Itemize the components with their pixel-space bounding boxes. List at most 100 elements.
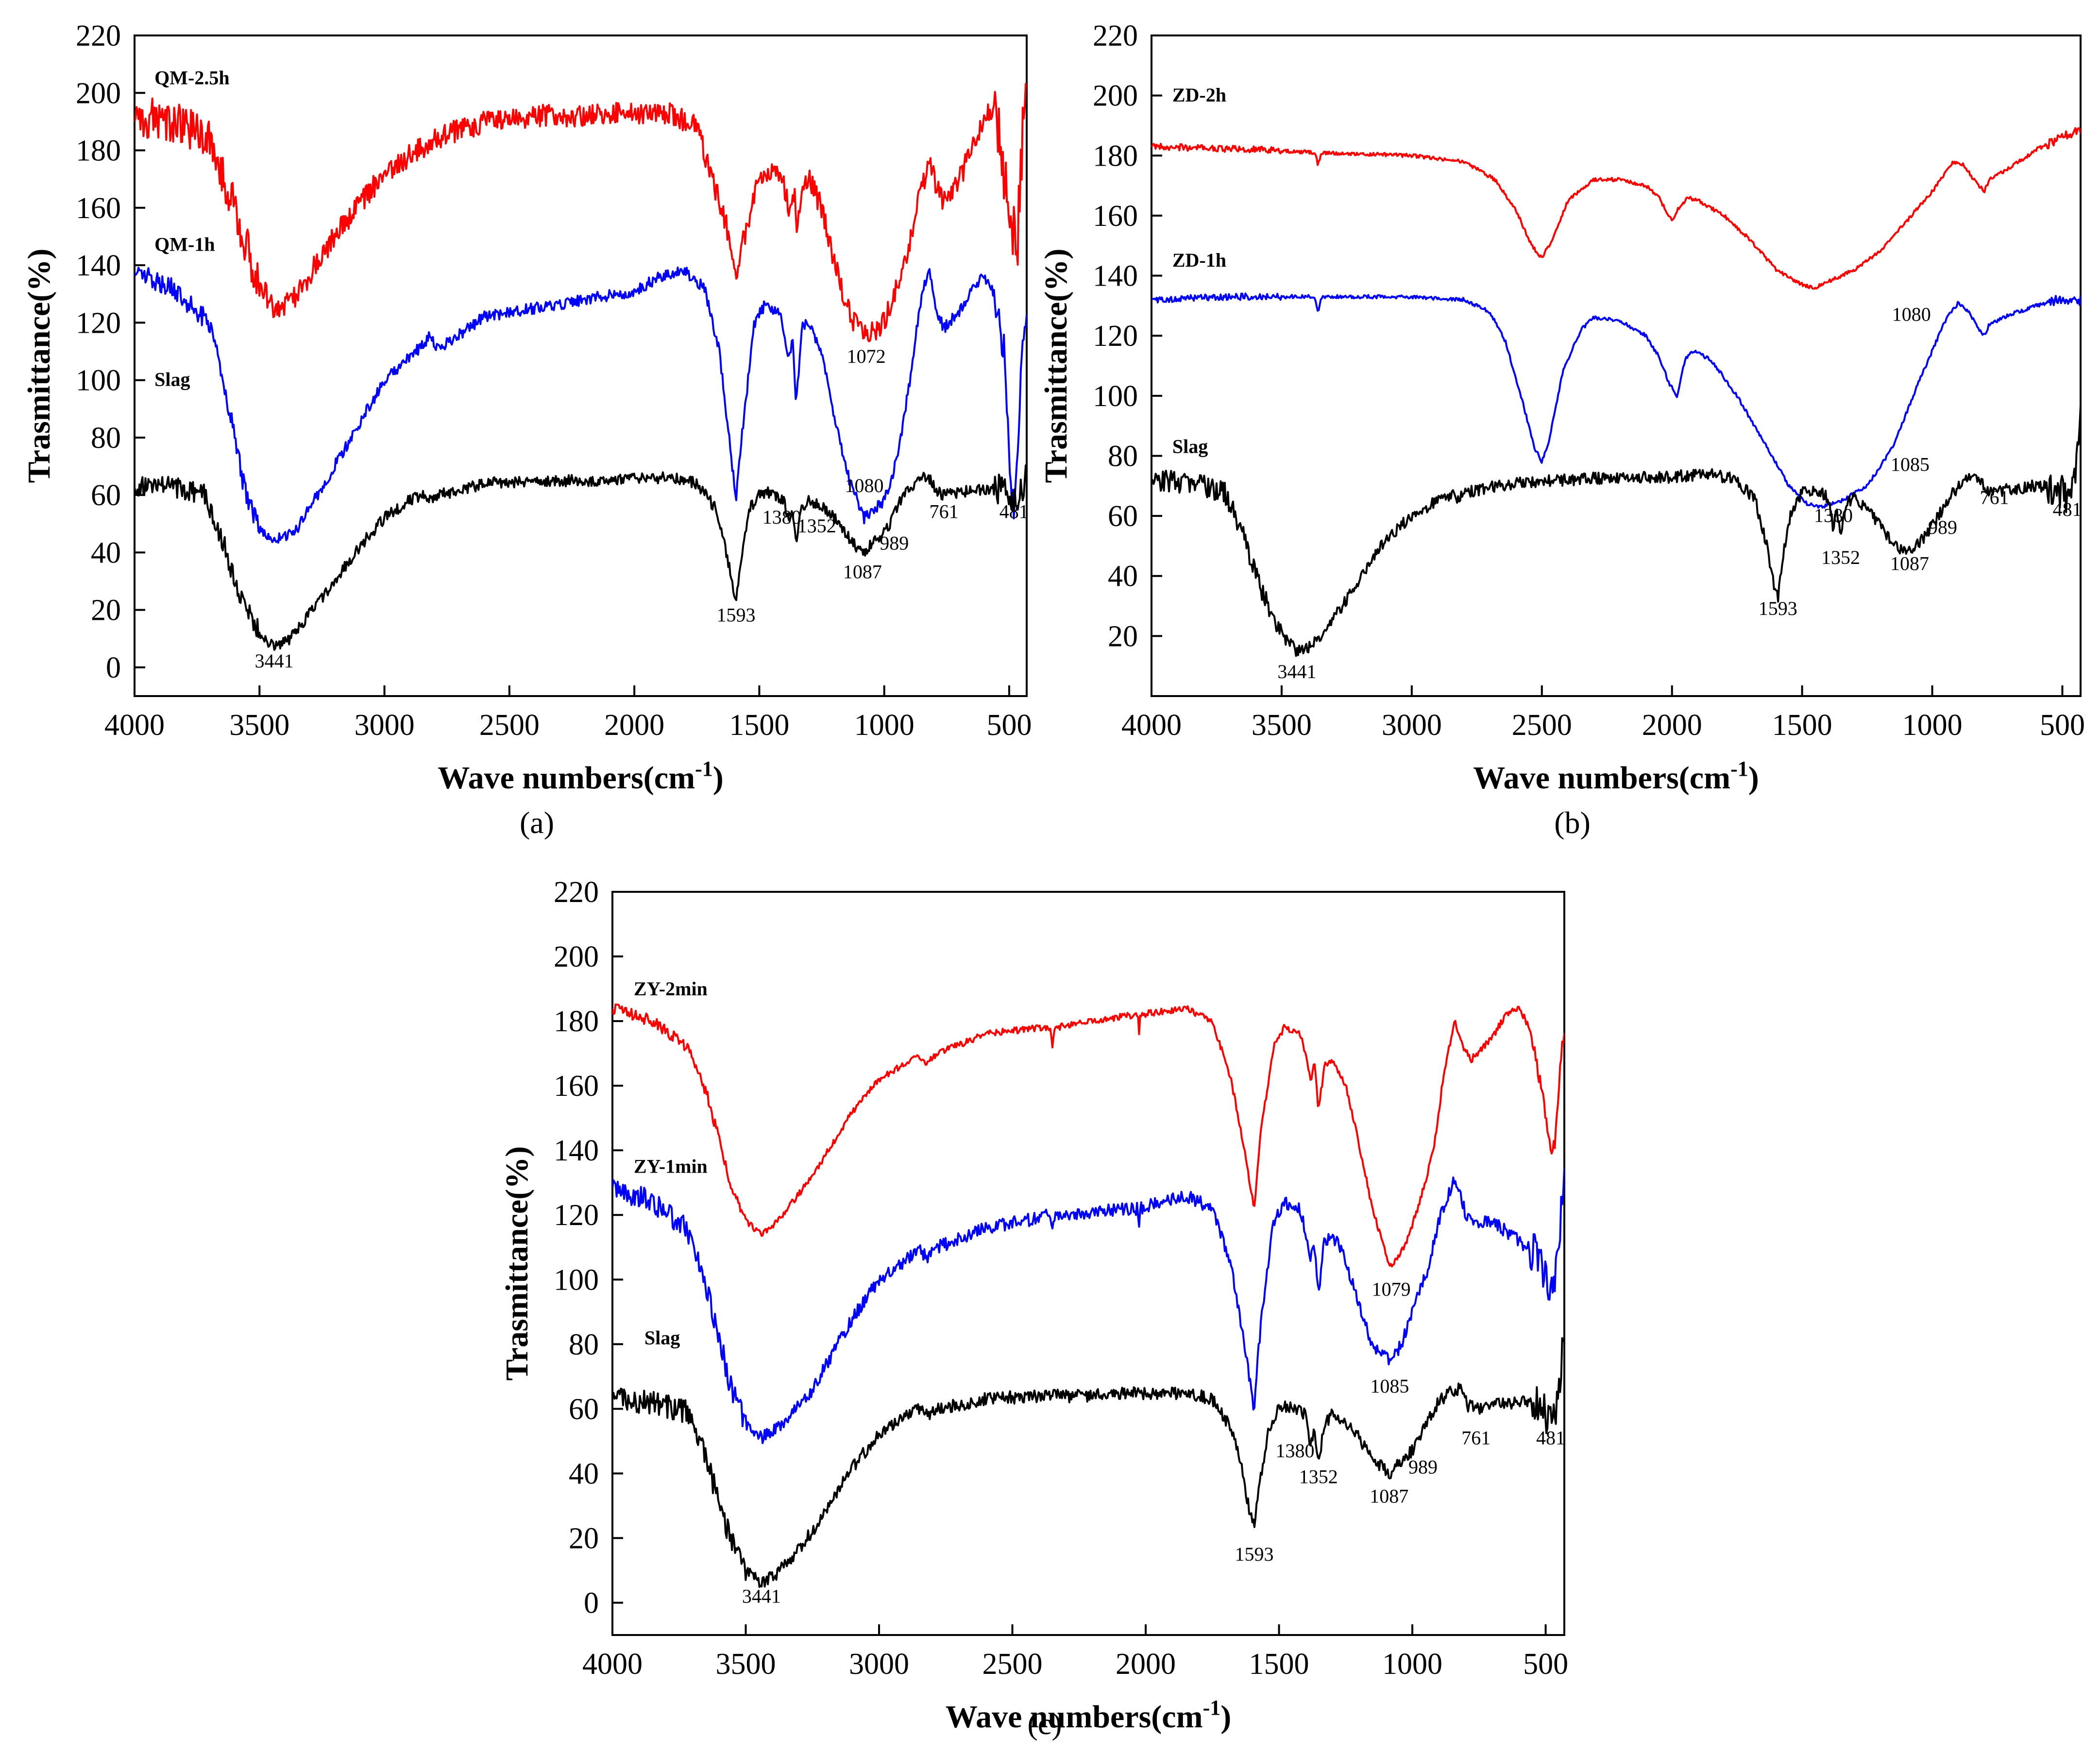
- peak-annotation: 481: [2053, 498, 2082, 520]
- y-tick-label: 120: [554, 1199, 599, 1232]
- x-tick-label: 1500: [729, 709, 789, 742]
- y-axis-title: Trasmittance(%): [21, 249, 57, 483]
- y-tick-label: 180: [1093, 139, 1138, 172]
- x-axis-title: Wave numbers(cm-1): [946, 1696, 1231, 1735]
- x-tick-label: 1000: [854, 709, 915, 742]
- peak-annotation: 1080: [1892, 303, 1931, 325]
- peak-annotation: 1380: [1814, 504, 1853, 526]
- peak-annotation: 761: [930, 500, 959, 522]
- plot-frame: [134, 34, 1028, 697]
- peak-annotation: 481: [1536, 1427, 1565, 1449]
- series-line-qm-2-5h: [135, 83, 1027, 342]
- peak-annotation: 1352: [1299, 1465, 1338, 1487]
- series-label: QM-2.5h: [154, 67, 229, 89]
- peak-annotation: 1072: [847, 345, 886, 367]
- panel-label: (b): [1554, 805, 1591, 840]
- y-tick-label: 60: [1108, 500, 1138, 533]
- y-tick-label: 200: [1093, 80, 1138, 113]
- y-tick-label: 220: [554, 876, 599, 909]
- y-tick-label: 220: [76, 19, 121, 52]
- x-tick-label: 500: [986, 709, 1032, 742]
- series-line-slag: [612, 1337, 1564, 1588]
- peak-annotation: 1380: [1275, 1440, 1314, 1462]
- x-tick-label: 4000: [582, 1648, 643, 1681]
- x-tick-label: 3500: [1252, 709, 1312, 742]
- y-tick-label: 140: [76, 249, 121, 282]
- peak-annotation: 1085: [1891, 453, 1930, 475]
- y-tick-label: 0: [106, 651, 121, 684]
- y-tick-label: 20: [569, 1522, 599, 1555]
- peak-annotation: 1079: [1372, 1278, 1411, 1300]
- y-tick-label: 100: [76, 364, 121, 397]
- peak-annotation: 1087: [843, 561, 882, 583]
- peak-annotation: 989: [880, 532, 909, 554]
- series-label: ZD-2h: [1172, 84, 1226, 106]
- peak-annotation: 989: [1928, 516, 1957, 538]
- peak-annotation: 761: [1980, 486, 2009, 508]
- series-line-slag: [135, 464, 1027, 651]
- peak-annotation: 1593: [1235, 1543, 1273, 1565]
- x-tick-label: 1000: [1902, 709, 1963, 742]
- y-tick-label: 160: [1093, 200, 1138, 233]
- series-line-slag: [1152, 406, 2081, 657]
- y-tick-label: 60: [91, 479, 121, 512]
- peak-annotation: 761: [1461, 1427, 1490, 1449]
- y-tick-label: 220: [1093, 19, 1138, 52]
- series-line-zy-2min: [612, 1003, 1564, 1268]
- y-tick-label: 40: [1108, 560, 1138, 593]
- panel-c: 0 20 40 60 80 100 120 140 160 180 200 220 4000 3500 30…: [499, 876, 1568, 1741]
- y-tick-label: 100: [554, 1263, 599, 1296]
- peak-annotation: 3441: [742, 1585, 781, 1607]
- y-axis-title: Trasmittance(%): [1038, 249, 1074, 483]
- peak-annotation: 481: [999, 500, 1029, 522]
- series-label: Slag: [1172, 435, 1208, 457]
- panel-label: (a): [520, 805, 554, 840]
- x-tick-label: 2500: [479, 709, 540, 742]
- x-tick-label: 2000: [1116, 1648, 1176, 1681]
- peak-annotation: 989: [1408, 1456, 1438, 1478]
- series-line-zd-1h: [1152, 292, 2081, 509]
- y-tick-label: 200: [76, 77, 121, 110]
- y-tick-label: 140: [554, 1134, 599, 1167]
- x-tick-label: 3500: [716, 1648, 776, 1681]
- x-axis-title: Wave numbers(cm-1): [438, 757, 723, 796]
- x-tick-label: 4000: [1121, 709, 1182, 742]
- peak-annotation: 1352: [797, 515, 836, 537]
- x-tick-label: 500: [1523, 1648, 1568, 1681]
- panel-a: 0 20 40 60 80 100 120 140 160 180 200 220 4000 3500 30…: [21, 19, 1032, 840]
- plot-frame: [611, 891, 1565, 1636]
- y-tick-label: 60: [569, 1393, 599, 1426]
- x-tick-label: 1500: [1772, 709, 1832, 742]
- series-label: ZD-1h: [1172, 249, 1226, 271]
- y-tick-label: 120: [76, 307, 121, 340]
- panel-label: (c): [1027, 1706, 1062, 1741]
- peak-annotation: 1380: [762, 506, 801, 528]
- y-tick-label: 180: [76, 135, 121, 168]
- series-label: Slag: [644, 1327, 680, 1348]
- peak-annotation: 1593: [717, 604, 756, 626]
- series-label: ZY-2min: [634, 978, 708, 1000]
- x-tick-label: 1000: [1382, 1648, 1442, 1681]
- x-tick-label: 3000: [1382, 709, 1442, 742]
- peak-annotation: 1087: [1370, 1485, 1408, 1507]
- y-tick-label: 120: [1093, 320, 1138, 353]
- x-tick-label: 3500: [229, 709, 289, 742]
- peak-annotation: 3441: [255, 650, 294, 672]
- series-line-qm-1h: [135, 266, 1027, 544]
- peak-annotation: 1352: [1821, 546, 1860, 568]
- series-line-zy-1min: [612, 1168, 1564, 1444]
- x-tick-label: 2500: [982, 1648, 1043, 1681]
- x-tick-label: 4000: [104, 709, 165, 742]
- x-tick-label: 2000: [1642, 709, 1702, 742]
- y-tick-label: 140: [1093, 260, 1138, 293]
- x-tick-label: 2000: [604, 709, 664, 742]
- x-tick-label: 1500: [1249, 1648, 1309, 1681]
- y-tick-label: 20: [91, 594, 121, 627]
- y-tick-label: 200: [554, 940, 599, 973]
- y-tick-label: 100: [1093, 380, 1138, 413]
- y-tick-label: 20: [1108, 620, 1138, 653]
- y-axis-title: Trasmittance(%): [499, 1146, 535, 1381]
- peak-annotation: 3441: [1278, 661, 1317, 682]
- y-tick-label: 160: [554, 1070, 599, 1103]
